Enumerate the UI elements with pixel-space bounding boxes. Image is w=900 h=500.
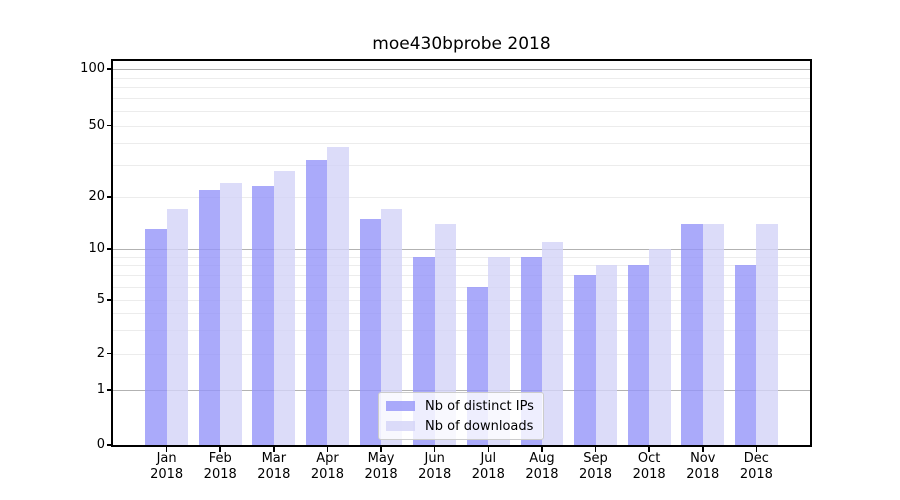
bar-dec-downloads (756, 223, 778, 445)
bar-apr-downloads (327, 146, 349, 445)
y-tick-label: 5 (96, 292, 105, 307)
y-tick-label: 10 (88, 241, 105, 256)
gridline-minor (113, 265, 810, 267)
bar-jan-downloads (166, 209, 188, 445)
gridline-minor (113, 286, 810, 288)
x-tick-label: Mar 2018 (257, 451, 291, 482)
gridline-minor (113, 329, 810, 331)
x-tick (433, 447, 436, 452)
x-tick-label: Nov 2018 (686, 451, 720, 482)
legend: Nb of distinct IPs Nb of downloads (378, 392, 544, 440)
chart-title: moe430bprobe 2018 (372, 34, 551, 54)
y-tick-label: 100 (80, 61, 105, 76)
gridline-minor (113, 313, 810, 315)
gridline-minor (113, 87, 810, 89)
bar-nov-distinct-ips (681, 223, 703, 445)
y-tick-label: 20 (88, 189, 105, 204)
gridline-major (113, 249, 810, 250)
x-tick-label: Oct 2018 (632, 451, 666, 482)
bar-mar-distinct-ips (252, 186, 274, 445)
gridline-minor (113, 98, 810, 100)
x-tick-label: Apr 2018 (310, 451, 344, 482)
x-tick-label: Sep 2018 (578, 451, 613, 482)
y-tick (106, 352, 112, 355)
x-tick (380, 447, 382, 452)
legend-swatch-downloads (386, 421, 415, 431)
legend-swatch-distinct-ips (386, 401, 415, 411)
y-tick (106, 389, 112, 391)
legend-label-distinct-ips: Nb of distinct IPs (425, 398, 534, 414)
legend-item-downloads: Nb of downloads (386, 417, 534, 435)
x-tick-label: Aug 2018 (525, 451, 559, 482)
y-tick (106, 68, 112, 70)
bar-mar-downloads (273, 170, 296, 445)
bar-apr-distinct-ips (306, 160, 328, 445)
plot-area (113, 61, 810, 445)
y-tick-label: 1 (96, 382, 105, 397)
bar-may-distinct-ips (359, 218, 382, 445)
y-tick (106, 299, 112, 301)
gridline-minor (113, 353, 810, 355)
bar-feb-distinct-ips (198, 189, 221, 445)
x-tick (165, 447, 168, 452)
y-tick (106, 444, 112, 446)
gridline-minor (113, 110, 810, 112)
bar-feb-downloads (220, 182, 242, 445)
x-tick (594, 447, 597, 452)
y-tick (106, 248, 112, 250)
x-tick (487, 447, 490, 452)
gridline-minor (113, 165, 810, 167)
gridline-minor (113, 197, 810, 198)
y-tick-label: 0 (96, 437, 105, 452)
y-tick (106, 196, 112, 198)
x-tick (648, 447, 650, 452)
legend-item-distinct-ips: Nb of distinct IPs (386, 397, 534, 415)
y-tick-label: 2 (96, 345, 105, 361)
y-tick-label: 50 (88, 117, 105, 133)
bar-nov-downloads (702, 223, 725, 445)
bar-oct-distinct-ips (627, 265, 650, 445)
x-tick-label: Feb 2018 (203, 451, 237, 482)
bar-sep-distinct-ips (574, 275, 596, 445)
x-tick (541, 447, 543, 452)
bar-sep-downloads (595, 265, 617, 445)
bar-may-downloads (381, 209, 403, 445)
x-tick-label: Jan 2018 (150, 451, 184, 482)
x-tick (326, 447, 329, 452)
y-tick (106, 124, 112, 127)
gridline-minor (113, 77, 810, 79)
gridline-minor (113, 125, 810, 127)
bar-jan-distinct-ips (145, 229, 167, 445)
x-tick (273, 447, 275, 452)
gridline-minor (113, 300, 810, 301)
x-tick (755, 447, 758, 452)
x-tick (219, 447, 222, 452)
gridline-major (113, 390, 810, 391)
gridline-minor (113, 275, 810, 277)
bar-jun-downloads (434, 223, 457, 445)
x-tick-label: Jun 2018 (418, 451, 452, 482)
bar-oct-downloads (649, 249, 671, 445)
x-tick-label: May 2018 (364, 451, 398, 482)
x-tick (701, 447, 704, 452)
x-tick-label: Jul 2018 (471, 451, 505, 482)
gridline-minor (113, 142, 810, 144)
x-tick-label: Dec 2018 (739, 451, 773, 482)
bar-dec-distinct-ips (734, 265, 757, 445)
gridline-major (113, 69, 810, 70)
gridline-minor (113, 256, 810, 258)
bar-aug-downloads (541, 241, 564, 445)
legend-label-downloads: Nb of downloads (425, 418, 534, 434)
